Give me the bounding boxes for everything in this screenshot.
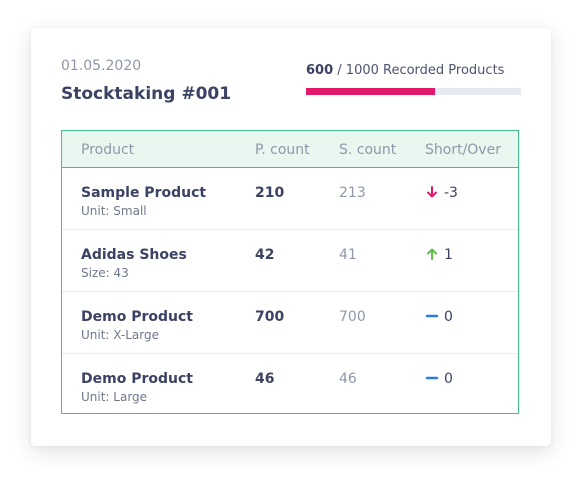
- short-over-value: -3: [444, 185, 458, 201]
- column-header-product[interactable]: Product: [81, 142, 135, 158]
- short-over-cell: 0: [425, 371, 453, 387]
- product-name: Demo Product: [81, 309, 193, 325]
- short-over-value: 0: [444, 371, 453, 387]
- table-header: Product P. count S. count Short/Over: [62, 131, 518, 168]
- product-name: Demo Product: [81, 371, 193, 387]
- short-over-cell: -3: [425, 185, 458, 201]
- table-row[interactable]: Sample Product Unit: Small 210 213 -3: [62, 168, 518, 230]
- product-variant: Size: 43: [81, 266, 129, 280]
- column-header-p-count[interactable]: P. count: [255, 142, 310, 158]
- stock-table: Product P. count S. count Short/Over Sam…: [61, 130, 519, 414]
- product-variant: Unit: Large: [81, 390, 148, 404]
- p-count-value: 42: [255, 247, 275, 263]
- progress-bar-fill: [306, 88, 435, 95]
- stocktaking-card: 01.05.2020 Stocktaking #001 600 / 1000 R…: [31, 28, 551, 446]
- s-count-value: 46: [339, 371, 357, 387]
- dash-icon: [425, 371, 439, 385]
- stocktaking-date: 01.05.2020: [61, 58, 142, 74]
- short-over-cell: 0: [425, 309, 453, 325]
- column-header-s-count[interactable]: S. count: [339, 142, 397, 158]
- up-arrow-icon: [425, 247, 439, 261]
- recorded-count: 600: [306, 63, 334, 78]
- table-row[interactable]: Demo Product Unit: X-Large 700 700 0: [62, 292, 518, 354]
- down-arrow-icon: [425, 185, 439, 199]
- product-variant: Unit: Small: [81, 204, 147, 218]
- page-title: Stocktaking #001: [61, 84, 232, 104]
- short-over-value: 0: [444, 309, 453, 325]
- product-name: Adidas Shoes: [81, 247, 187, 263]
- p-count-value: 46: [255, 371, 275, 387]
- p-count-value: 700: [255, 309, 285, 325]
- p-count-value: 210: [255, 185, 285, 201]
- table-row[interactable]: Adidas Shoes Size: 43 42 41 1: [62, 230, 518, 292]
- short-over-cell: 1: [425, 247, 453, 263]
- progress-bar: [306, 88, 521, 95]
- dash-icon: [425, 309, 439, 323]
- table-row[interactable]: Demo Product Unit: Large 46 46 0: [62, 354, 518, 416]
- product-variant: Unit: X-Large: [81, 328, 159, 342]
- s-count-value: 700: [339, 309, 366, 325]
- recorded-total-label: / 1000 Recorded Products: [337, 63, 505, 78]
- s-count-value: 213: [339, 185, 366, 201]
- column-header-short-over[interactable]: Short/Over: [425, 142, 501, 158]
- product-name: Sample Product: [81, 185, 207, 201]
- short-over-value: 1: [444, 247, 453, 263]
- progress-summary: 600 / 1000 Recorded Products: [306, 63, 504, 78]
- s-count-value: 41: [339, 247, 357, 263]
